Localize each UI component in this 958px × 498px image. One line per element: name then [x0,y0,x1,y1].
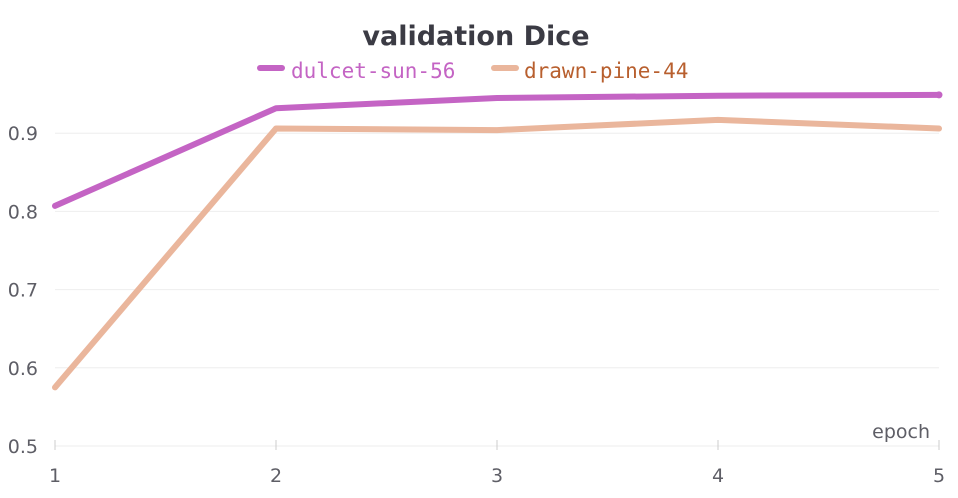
data-point [717,119,719,121]
chart-legend: dulcet-sun-56 drawn-pine-44 [257,59,688,83]
data-point [938,128,940,130]
chart-title: validation Dice [362,21,589,52]
data-point [275,107,277,109]
data-point [275,128,277,130]
y-tick-label: 0.6 [8,358,38,380]
legend-label: dulcet-sun-56 [291,59,455,83]
data-point [496,97,498,99]
legend-item: drawn-pine-44 [491,59,688,83]
series-line-drawn-pine-44 [52,116,942,391]
data-point [54,386,56,388]
data-point [717,95,719,97]
legend-item: dulcet-sun-56 [257,59,455,83]
data-point [496,129,498,131]
x-axis-label: epoch [872,421,930,443]
y-tick-label: 0.9 [8,123,38,145]
y-tick-label: 0.8 [8,201,38,223]
x-tick-label: 4 [712,465,724,487]
x-tick-label: 5 [933,465,945,487]
y-tick-label: 0.5 [8,436,38,458]
y-tick-label: 0.7 [8,280,38,302]
x-tick-label: 2 [270,465,282,487]
data-point [54,205,56,207]
x-tick-label: 3 [491,465,503,487]
x-axis-ticks: 1 2 3 4 5 [49,440,945,487]
y-axis-ticks: 0.5 0.6 0.7 0.8 0.9 [8,123,38,458]
legend-label: drawn-pine-44 [524,59,688,83]
y-gridlines [55,132,939,447]
chart-series [52,91,943,391]
x-tick-label: 1 [49,465,61,487]
series-line-dulcet-sun-56 [52,91,942,209]
series-end-marker [935,91,943,99]
